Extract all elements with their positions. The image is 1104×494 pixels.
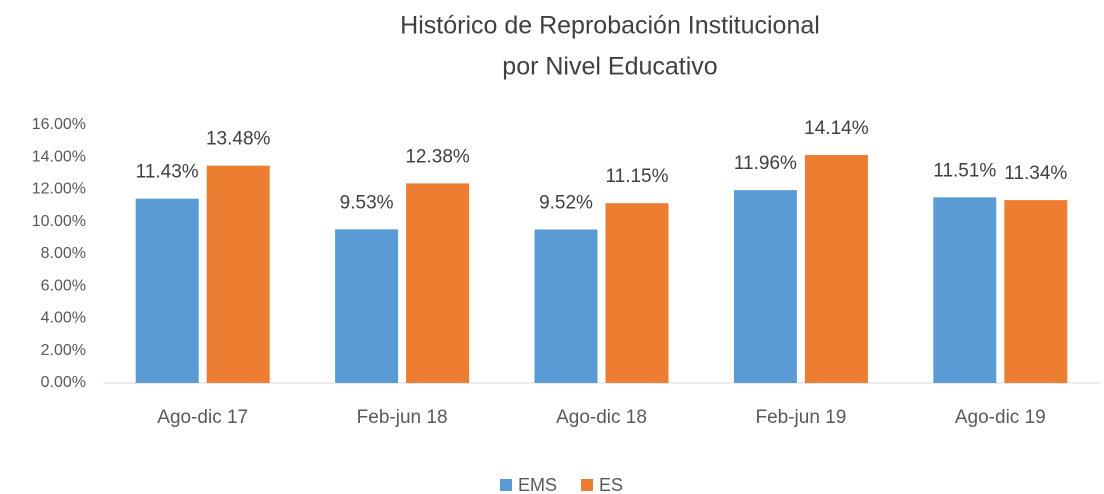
bar: [135, 198, 199, 383]
value-label: 9.53%: [340, 192, 394, 213]
value-label: 13.48%: [206, 129, 271, 150]
value-label: 14.14%: [804, 118, 869, 139]
value-label: 12.38%: [405, 146, 470, 167]
x-tick-label: Ago-dic 18: [556, 407, 647, 428]
bar: [534, 229, 598, 383]
value-label: 9.52%: [539, 193, 593, 214]
x-tick-label: Feb-jun 19: [755, 407, 846, 428]
bar: [206, 165, 270, 383]
y-tick-label: 6.00%: [41, 277, 86, 294]
y-tick-label: 12.00%: [32, 181, 86, 198]
value-label: 11.34%: [1004, 163, 1067, 184]
legend-swatch: [500, 479, 512, 491]
y-tick-label: 0.00%: [41, 374, 86, 391]
value-label: 11.51%: [933, 160, 996, 181]
y-tick-label: 8.00%: [41, 245, 86, 262]
value-label: 11.96%: [734, 153, 797, 174]
bar: [335, 229, 399, 383]
x-tick-label: Ago-dic 17: [157, 407, 248, 428]
bar: [933, 197, 997, 383]
legend-label: EMS: [518, 475, 557, 494]
x-tick-label: Feb-jun 18: [357, 407, 448, 428]
y-tick-label: 10.00%: [32, 213, 86, 230]
chart-title: por Nivel Educativo: [502, 53, 717, 81]
bar: [733, 190, 797, 383]
y-tick-label: 16.00%: [32, 116, 86, 133]
y-tick-label: 2.00%: [41, 342, 86, 359]
x-tick-label: Ago-dic 19: [955, 407, 1046, 428]
legend-swatch: [581, 479, 594, 491]
y-tick-label: 4.00%: [41, 310, 86, 327]
chart-title: Histórico de Reprobación Institucional: [400, 12, 820, 40]
y-tick-label: 14.00%: [32, 148, 86, 165]
bar: [406, 183, 470, 383]
value-label: 11.43%: [136, 162, 199, 183]
value-label: 11.15%: [605, 166, 668, 187]
legend-label: ES: [599, 475, 623, 494]
bar: [804, 154, 868, 383]
bar: [1004, 200, 1068, 383]
bar: [605, 203, 669, 383]
